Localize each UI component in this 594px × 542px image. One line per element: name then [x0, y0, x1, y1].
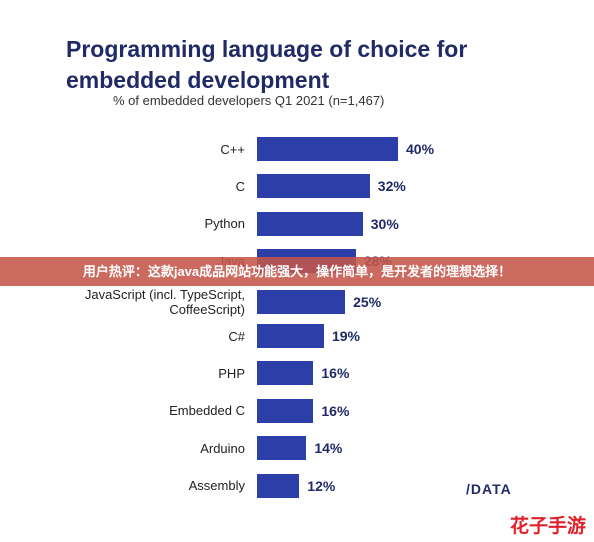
y-tick-label: C# — [228, 328, 245, 344]
bar — [257, 289, 346, 314]
y-tick-label: JavaScript (incl. TypeScript, CoffeeScri… — [84, 286, 245, 317]
y-tick-label: C++ — [220, 141, 245, 157]
value-label: 25% — [353, 293, 382, 310]
value-label: 16% — [321, 365, 350, 382]
banner: 用户热评：这款java成品网站功能强大，操作简单，是开发者的理想选择！ — [0, 257, 594, 286]
y-tick-label: C — [235, 178, 245, 194]
bar — [257, 174, 370, 199]
bar — [257, 324, 324, 348]
value-label: 12% — [307, 477, 336, 494]
bar — [257, 473, 300, 498]
bar — [257, 361, 314, 386]
value-label: 19% — [331, 328, 360, 344]
y-tick-label: Embedded C — [169, 403, 245, 419]
bar — [257, 137, 398, 161]
y-tick-label: PHP — [218, 365, 245, 381]
bar — [257, 211, 363, 236]
y-tick-label: Python — [204, 216, 245, 232]
value-label: 32% — [377, 178, 406, 195]
y-tick-label: Assembly — [188, 478, 245, 494]
bar — [257, 436, 307, 461]
chart-subtitle: % of embedded developers Q1 2021 (n=1,46… — [113, 93, 385, 108]
logo: /DATA — [466, 481, 512, 497]
value-label: 40% — [406, 141, 435, 157]
watermark: 花子手游 — [509, 515, 586, 537]
value-label: 14% — [314, 440, 343, 457]
value-label: 16% — [321, 402, 350, 419]
chart-title: Programming language of choice for embed… — [66, 36, 468, 93]
bar — [257, 398, 314, 423]
value-label: 30% — [370, 215, 399, 232]
y-tick-label: Arduino — [200, 440, 245, 456]
